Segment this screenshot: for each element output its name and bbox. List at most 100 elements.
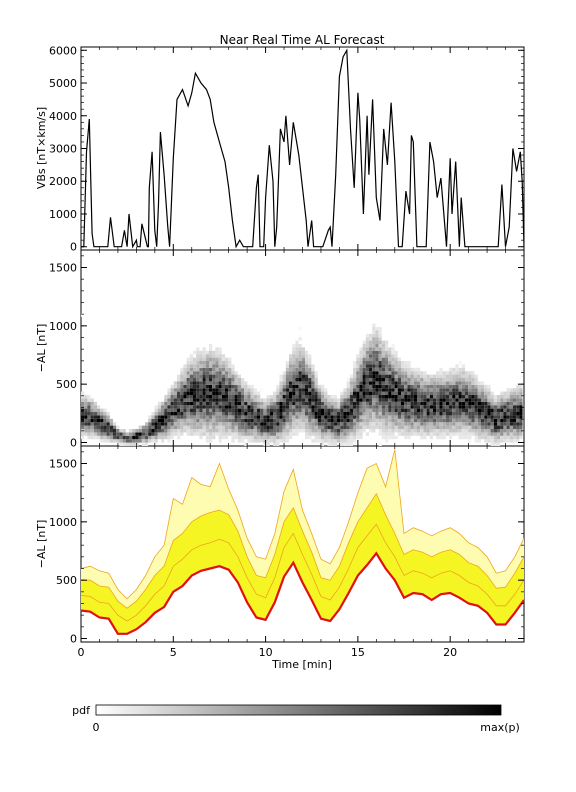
pdf-cell — [394, 388, 398, 392]
pdf-cell — [247, 391, 251, 395]
pdf-cell — [321, 408, 325, 412]
pdf-cell — [378, 398, 382, 402]
pdf-cell — [228, 367, 232, 372]
pdf-cell — [247, 408, 251, 412]
pdf-cell — [180, 384, 184, 389]
pdf-cell — [458, 374, 462, 378]
pdf-cell — [404, 361, 408, 365]
pdf-cell — [193, 391, 197, 395]
pdf-cell — [87, 395, 91, 399]
pdf-cell — [509, 408, 513, 412]
pdf-cell — [202, 378, 206, 382]
pdf-cell — [215, 378, 219, 382]
pdf-cell — [397, 398, 401, 402]
pdf-cell — [167, 405, 171, 409]
pdf-cell — [365, 395, 369, 399]
pdf-cell — [417, 418, 421, 423]
pdf-cell — [410, 401, 414, 406]
pdf-cell — [372, 415, 376, 419]
pdf-cell — [372, 395, 376, 399]
pdf-cell — [487, 429, 491, 433]
pdf-cell — [500, 398, 504, 402]
pdf-cell — [215, 408, 219, 412]
pdf-cell — [340, 405, 344, 409]
pdf-cell — [196, 357, 200, 361]
pdf-cell — [282, 381, 286, 385]
pdf-cell — [199, 432, 203, 436]
pdf-cell — [279, 429, 283, 433]
pdf-cell — [247, 395, 251, 399]
pdf-cell — [273, 391, 277, 395]
pdf-cell — [343, 439, 347, 443]
pdf-cell — [225, 391, 229, 395]
pdf-cell — [167, 398, 171, 402]
middle-ytick-label: 0 — [70, 437, 77, 450]
pdf-cell — [356, 354, 360, 358]
pdf-cell — [273, 418, 277, 423]
pdf-cell — [295, 367, 299, 372]
pdf-cell — [426, 398, 430, 402]
pdf-cell — [337, 412, 341, 416]
pdf-cell — [503, 412, 507, 416]
pdf-cell — [183, 405, 187, 409]
pdf-cell — [385, 412, 389, 416]
pdf-cell — [487, 408, 491, 412]
pdf-cell — [221, 408, 225, 412]
pdf-cell — [465, 374, 469, 378]
pdf-cell — [490, 432, 494, 436]
pdf-cell — [199, 422, 203, 426]
pdf-cell — [340, 391, 344, 395]
pdf-cell — [157, 432, 161, 436]
pdf-cell — [218, 371, 222, 375]
pdf-cell — [305, 412, 309, 416]
pdf-cell — [477, 422, 481, 426]
pdf-cell — [484, 415, 488, 419]
pdf-cell — [285, 391, 289, 395]
pdf-cell — [186, 371, 190, 375]
pdf-cell — [218, 378, 222, 382]
pdf-cell — [493, 398, 497, 402]
pdf-cell — [205, 432, 209, 436]
pdf-cell — [196, 391, 200, 395]
pdf-cell — [93, 405, 97, 409]
pdf-cell — [263, 439, 267, 443]
pdf-cell — [369, 337, 373, 341]
pdf-cell — [445, 255, 449, 259]
pdf-cell — [340, 401, 344, 406]
pdf-cell — [356, 367, 360, 372]
pdf-cell — [301, 378, 305, 382]
pdf-cell — [474, 384, 478, 389]
pdf-cell — [173, 425, 177, 429]
middle-ytick-label: 1500 — [49, 262, 77, 275]
pdf-cell — [244, 415, 248, 419]
pdf-cell — [449, 412, 453, 416]
pdf-cell — [404, 367, 408, 372]
pdf-cell — [221, 371, 225, 375]
pdf-cell — [285, 371, 289, 375]
pdf-cell — [154, 425, 158, 429]
pdf-cell — [93, 401, 97, 406]
pdf-cell — [433, 432, 437, 436]
pdf-cell — [468, 395, 472, 399]
pdf-cell — [189, 425, 193, 429]
pdf-cell — [391, 350, 395, 355]
pdf-cell — [497, 415, 501, 419]
pdf-cell — [471, 391, 475, 395]
pdf-cell — [372, 330, 376, 334]
pdf-cell — [455, 412, 459, 416]
pdf-cell — [404, 391, 408, 395]
pdf-cell — [493, 422, 497, 426]
pdf-cell — [151, 418, 155, 423]
pdf-cell — [385, 388, 389, 392]
pdf-cell — [365, 432, 369, 436]
pdf-cell — [199, 354, 203, 358]
pdf-cell — [129, 289, 133, 293]
pdf-cell — [388, 347, 392, 351]
pdf-cell — [202, 371, 206, 375]
pdf-cell — [295, 432, 299, 436]
pdf-cell — [177, 422, 181, 426]
pdf-cell — [471, 408, 475, 412]
pdf-cell — [442, 388, 446, 392]
pdf-cell — [455, 388, 459, 392]
pdf-cell — [449, 371, 453, 375]
